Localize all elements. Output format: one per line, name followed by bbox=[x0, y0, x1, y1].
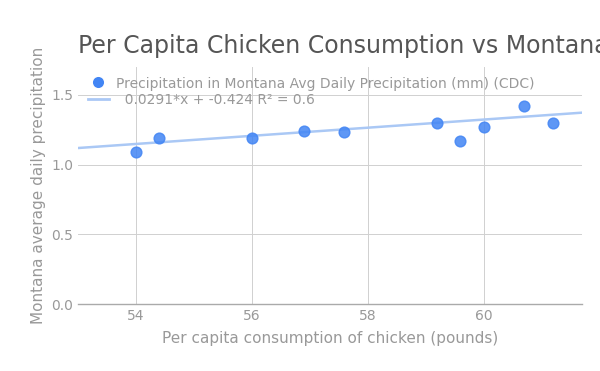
Point bbox=[479, 124, 488, 130]
Point bbox=[433, 120, 442, 126]
Point bbox=[340, 129, 349, 135]
X-axis label: Per capita consumption of chicken (pounds): Per capita consumption of chicken (pound… bbox=[162, 331, 498, 347]
Legend: Precipitation in Montana Avg Daily Precipitation (mm) (CDC),   0.0291*x + -0.424: Precipitation in Montana Avg Daily Preci… bbox=[85, 74, 537, 110]
Point bbox=[548, 120, 558, 126]
Point bbox=[455, 138, 465, 144]
Point bbox=[247, 135, 257, 141]
Point bbox=[519, 103, 529, 109]
Point bbox=[299, 128, 309, 134]
Y-axis label: Montana average daily precipitation: Montana average daily precipitation bbox=[31, 47, 46, 324]
Text: Per Capita Chicken Consumption vs Montana Precipitaion: Per Capita Chicken Consumption vs Montan… bbox=[78, 34, 600, 58]
Point bbox=[131, 149, 141, 155]
Point bbox=[154, 135, 164, 141]
